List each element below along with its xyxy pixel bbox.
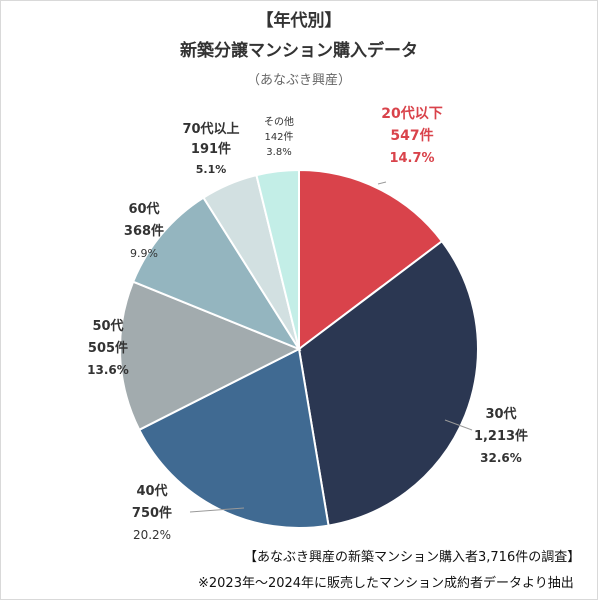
slice-label: 20代以下 (381, 105, 442, 122)
pie-slice-2 (297, 239, 479, 527)
footnote-source: ※2023年～2024年に販売したマンション成約者データより抽出 (198, 576, 574, 591)
slice-count-label: 142件 (264, 131, 293, 143)
slice-count-label: 191件 (191, 141, 231, 157)
slice-label: 40代 (136, 483, 167, 499)
slice-percent-label: 20.2% (133, 528, 171, 542)
footnote-survey: 【あなぶき興産の新築マンション購入者3,716件の調査】 (244, 550, 581, 565)
chart-subtitle: （あなぶき興産） (246, 73, 351, 88)
slice-label: その他 (264, 115, 294, 128)
slice-count-label: 750件 (132, 505, 172, 521)
slice-label: 30代 (485, 406, 516, 422)
title-line1: 【年代別】 (256, 11, 342, 31)
slice-label: 50代 (92, 318, 123, 334)
slice-percent-label: 9.9% (130, 247, 158, 260)
title-block: 【年代別】 新築分譲マンション購入データ （あなぶき興産） (0, 8, 598, 92)
leader-line (189, 507, 245, 513)
pie-slice-4 (119, 280, 302, 432)
slice-count-label: 1,213件 (474, 428, 528, 444)
pie-slice-1 (298, 168, 444, 352)
pie-slice-7 (255, 168, 300, 350)
slice-percent-label: 5.1% (196, 163, 227, 176)
slice-label: 70代以上 (182, 121, 239, 137)
slice-percent-label: 14.7% (389, 151, 434, 166)
slice-percent-label: 3.8% (266, 147, 291, 158)
slice-label: 60代 (128, 201, 159, 217)
slice-count-label: 547件 (390, 127, 433, 144)
leader-line (377, 181, 387, 185)
pie-slice-5 (131, 196, 302, 352)
leader-line (444, 419, 473, 431)
slice-count-label: 505件 (88, 340, 128, 356)
slice-percent-label: 13.6% (87, 363, 129, 377)
chart-title: 新築分譲マンション購入データ (180, 41, 418, 61)
slice-count-label: 368件 (124, 223, 164, 239)
pie-slice-3 (137, 347, 330, 529)
slice-percent-label: 32.6% (480, 451, 522, 465)
